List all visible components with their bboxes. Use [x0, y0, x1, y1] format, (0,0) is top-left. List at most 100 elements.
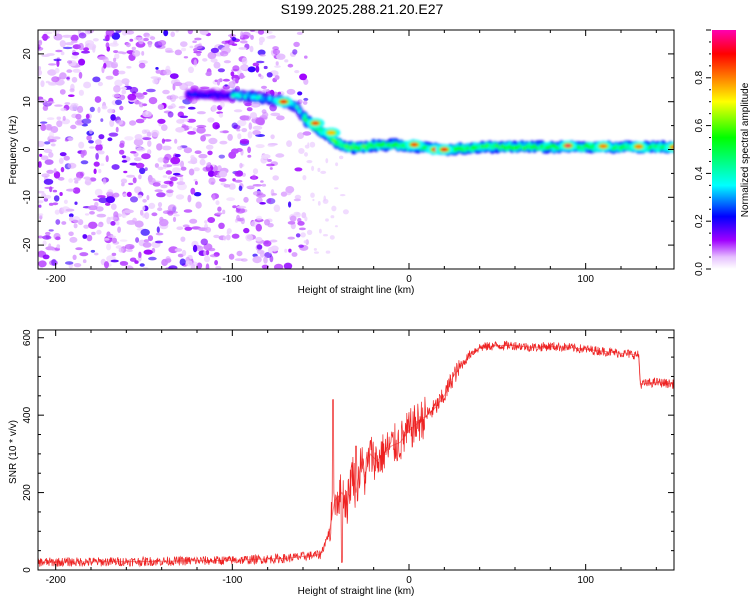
- spectrogram-noise-speck: [96, 229, 102, 235]
- spectrogram-noise-speck: [77, 105, 84, 113]
- spectrogram-noise-speck: [124, 30, 135, 35]
- spectrogram-noise-speck: [231, 37, 237, 41]
- spectrogram-noise-speck: [42, 254, 50, 260]
- spectrogram-noise-speck: [53, 58, 62, 62]
- colorbar-ticks: 0.0 0.2 0.4 0.6 0.8: [694, 29, 711, 276]
- spectrogram-noise-speck: [194, 44, 203, 50]
- spectrogram-noise-speck: [157, 104, 165, 110]
- spectrogram-noise-speck: [92, 76, 101, 83]
- spectrogram-noise-speck: [307, 142, 310, 146]
- spectrogram-noise-speck: [40, 121, 48, 124]
- spectrogram-noise-speck: [227, 39, 235, 46]
- spectrogram-noise-speck: [294, 70, 300, 74]
- colorbar-tick-label: 0.2: [694, 214, 705, 228]
- spectrogram-noise-speck: [78, 42, 84, 51]
- spectrogram-noise-speck: [217, 165, 222, 172]
- spectrogram-noise-speck: [113, 50, 119, 54]
- spectrogram-noise-speck: [238, 185, 243, 192]
- spectrogram-noise-speck: [47, 101, 55, 104]
- x-tick-label: -200: [46, 575, 66, 586]
- spectrogram-noise-speck: [86, 135, 92, 141]
- spectrogram-noise-speck: [154, 163, 159, 168]
- spectrogram-noise-speck: [261, 264, 269, 269]
- colorbar-tick-label: 0.0: [694, 262, 705, 276]
- spectrogram-noise-speck: [243, 227, 250, 234]
- spectrogram-noise-speck: [311, 165, 315, 172]
- spectrogram-noise-speck: [188, 126, 193, 129]
- spectrogram-noise-speck: [204, 226, 212, 233]
- spectrogram-noise-speck: [124, 136, 134, 141]
- spectrogram-noise-speck: [222, 209, 226, 215]
- spectrogram-ridge-cell: [208, 92, 213, 98]
- spectrogram-noise-speck: [124, 244, 135, 250]
- spectrogram-noise-speck: [161, 124, 168, 131]
- spectrogram-noise-speck: [187, 30, 193, 35]
- spectrogram-hotspot: [410, 142, 419, 147]
- spectrogram-noise-speck: [317, 201, 321, 206]
- spectrogram-noise-speck: [293, 198, 301, 202]
- spectrogram-noise-speck: [252, 184, 263, 187]
- spectrogram-noise-speck: [67, 137, 74, 142]
- spectrogram-noise-speck: [43, 141, 51, 145]
- spectrogram-noise-speck: [163, 163, 167, 169]
- spectrogram-noise-speck: [138, 62, 146, 69]
- spectrogram-noise-speck: [135, 118, 145, 124]
- spectrogram-noise-speck: [329, 235, 335, 240]
- spectrogram-noise-speck: [303, 78, 309, 85]
- spectrogram-noise-speck: [156, 192, 166, 198]
- spectrogram-noise-speck: [246, 107, 253, 112]
- spectrogram-noise-speck: [107, 235, 116, 238]
- spectrogram-noise-speck: [186, 118, 196, 123]
- spectrogram-noise-speck: [309, 141, 316, 148]
- spectrogram-noise-speck: [98, 134, 105, 140]
- spectrogram-ridge-cell: [525, 144, 529, 149]
- spectrogram-noise-speck: [67, 162, 77, 169]
- x-tick-label: 0: [406, 274, 412, 285]
- spectrogram-noise-speck: [38, 200, 44, 204]
- spectrogram-noise-speck: [298, 148, 305, 154]
- spectrogram-ridge-cell: [376, 142, 381, 148]
- spectrogram-noise-speck: [155, 69, 161, 74]
- spectrogram-noise-speck: [103, 62, 107, 69]
- colorbar-tick-label: 0.8: [694, 70, 705, 84]
- spectrogram-noise-speck: [51, 143, 56, 147]
- spectrogram-noise-speck: [260, 180, 264, 183]
- spectrogram-noise-speck: [103, 238, 110, 241]
- spectrogram-noise-speck: [54, 104, 63, 107]
- spectrogram-noise-speck: [138, 251, 142, 258]
- spectrogram-noise-speck: [342, 209, 349, 215]
- spectrogram-noise-speck: [170, 156, 181, 165]
- spectrogram-noise-speck: [193, 48, 198, 52]
- spectrogram-noise-speck: [213, 234, 220, 239]
- spectrogram-noise-speck: [317, 167, 321, 172]
- spectrogram-noise-speck: [192, 40, 197, 43]
- spectrogram-noise-speck: [231, 148, 239, 154]
- spectrogram-noise-speck: [180, 166, 187, 171]
- spectrogram-noise-speck: [132, 177, 137, 184]
- spectrogram-noise-speck: [205, 162, 211, 168]
- spectrogram-noise-speck: [163, 30, 169, 37]
- spectrogram-noise-speck: [286, 88, 296, 95]
- spectrogram-noise-speck: [314, 251, 319, 254]
- spectrogram-noise-speck: [262, 88, 270, 92]
- spectrogram-noise-speck: [273, 204, 281, 213]
- spectrogram-noise-speck: [102, 178, 107, 185]
- spectrogram-noise-speck: [121, 89, 127, 95]
- spectrogram-noise-speck: [330, 215, 335, 219]
- spectrogram-noise-speck: [202, 166, 212, 172]
- spectrogram-noise-speck: [177, 145, 183, 151]
- spectrogram-noise-speck: [118, 70, 126, 75]
- spectrogram-noise-speck: [154, 189, 163, 193]
- spectrogram-noise-speck: [138, 174, 142, 180]
- spectrogram-noise-speck: [65, 261, 74, 265]
- spectrogram-noise-speck: [38, 44, 41, 50]
- spectrogram-noise-speck: [295, 233, 301, 238]
- spectrogram-noise-speck: [97, 106, 101, 113]
- spectrogram-noise-speck: [52, 202, 59, 206]
- spectrogram-ridge-cell: [240, 92, 245, 97]
- spectrogram-noise-speck: [64, 138, 69, 142]
- spectrogram-noise-speck: [126, 174, 135, 178]
- spectrogram-noise-speck: [125, 249, 133, 253]
- spectrogram-noise-speck: [162, 89, 170, 95]
